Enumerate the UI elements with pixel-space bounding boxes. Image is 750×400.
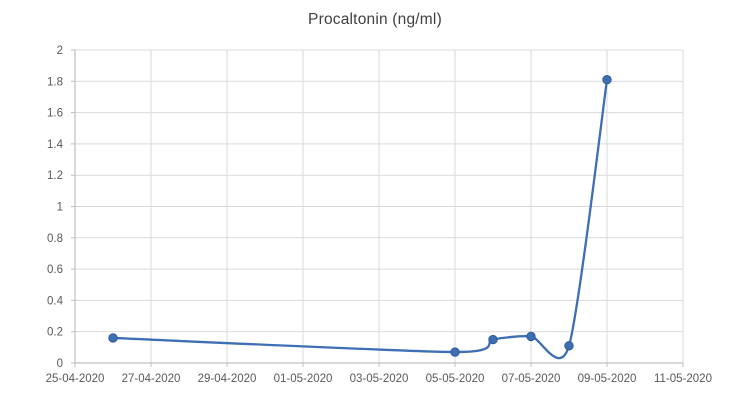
- data-point-marker: [108, 333, 118, 343]
- x-tick-label: 27-04-2020: [122, 373, 181, 385]
- x-tick-label: 11-05-2020: [654, 373, 712, 385]
- y-tick-label: 2: [57, 45, 63, 57]
- data-point-marker: [488, 334, 498, 345]
- x-tick-label: 03-05-2020: [350, 373, 409, 385]
- y-tick-label: 1: [57, 202, 63, 214]
- y-tick-label: 1.2: [47, 170, 63, 182]
- x-tick-label: 01-05-2020: [274, 373, 333, 385]
- y-tick-label: 1.4: [47, 139, 64, 151]
- y-tick-label: 1.8: [47, 76, 63, 88]
- y-tick-label: 1.6: [47, 108, 63, 120]
- y-tick-label: 0.8: [47, 233, 63, 245]
- x-tick-label: 29-04-2020: [198, 373, 257, 385]
- data-point-marker: [564, 341, 574, 351]
- y-tick-label: 0.6: [47, 264, 63, 276]
- y-tick-label: 0: [57, 358, 63, 370]
- x-tick-label: 09-05-2020: [578, 373, 637, 385]
- data-point-marker: [602, 75, 612, 85]
- data-point-marker: [450, 347, 460, 357]
- x-tick-label: 25-04-2020: [46, 373, 105, 385]
- series-line: [111, 78, 609, 360]
- data-point-marker: [526, 331, 536, 342]
- x-tick-label: 05-05-2020: [426, 373, 485, 385]
- y-tick-label: 0.4: [47, 295, 64, 307]
- x-tick-label: 07-05-2020: [502, 373, 561, 385]
- chart-title: Procaltonin (ng/ml): [308, 11, 442, 28]
- y-tick-label: 0.2: [47, 327, 63, 339]
